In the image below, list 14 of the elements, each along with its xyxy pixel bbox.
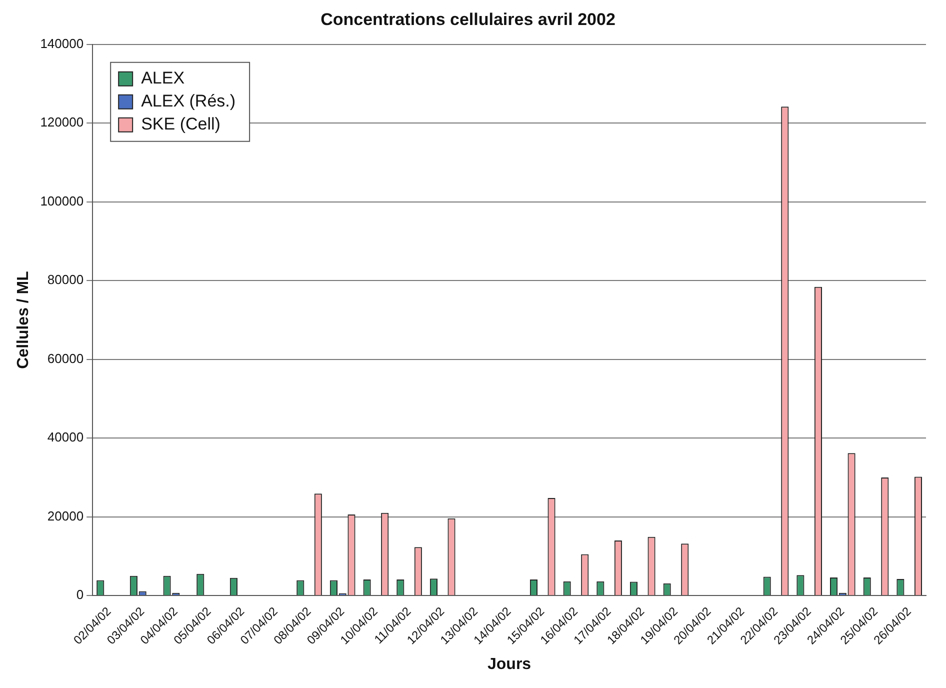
legend-label: ALEX xyxy=(141,68,185,88)
legend-label: SKE (Cell) xyxy=(141,114,220,134)
y-tick-label: 60000 xyxy=(47,350,84,366)
x-axis-title: Jours xyxy=(488,656,532,673)
y-tick-label: 0 xyxy=(76,587,84,602)
chart-title: Concentrations cellulaires avril 2002 xyxy=(320,10,616,29)
y-tick-label: 20000 xyxy=(47,508,84,524)
y-axis-title: Cellules / ML xyxy=(15,270,32,369)
legend-label: ALEX (Rés.) xyxy=(141,92,236,111)
y-tick-label: 80000 xyxy=(47,272,84,288)
y-tick-label: 100000 xyxy=(40,193,84,208)
y-tick-label: 140000 xyxy=(40,36,84,51)
y-tick-label: 120000 xyxy=(40,114,84,130)
y-tick-label: 40000 xyxy=(47,430,84,445)
